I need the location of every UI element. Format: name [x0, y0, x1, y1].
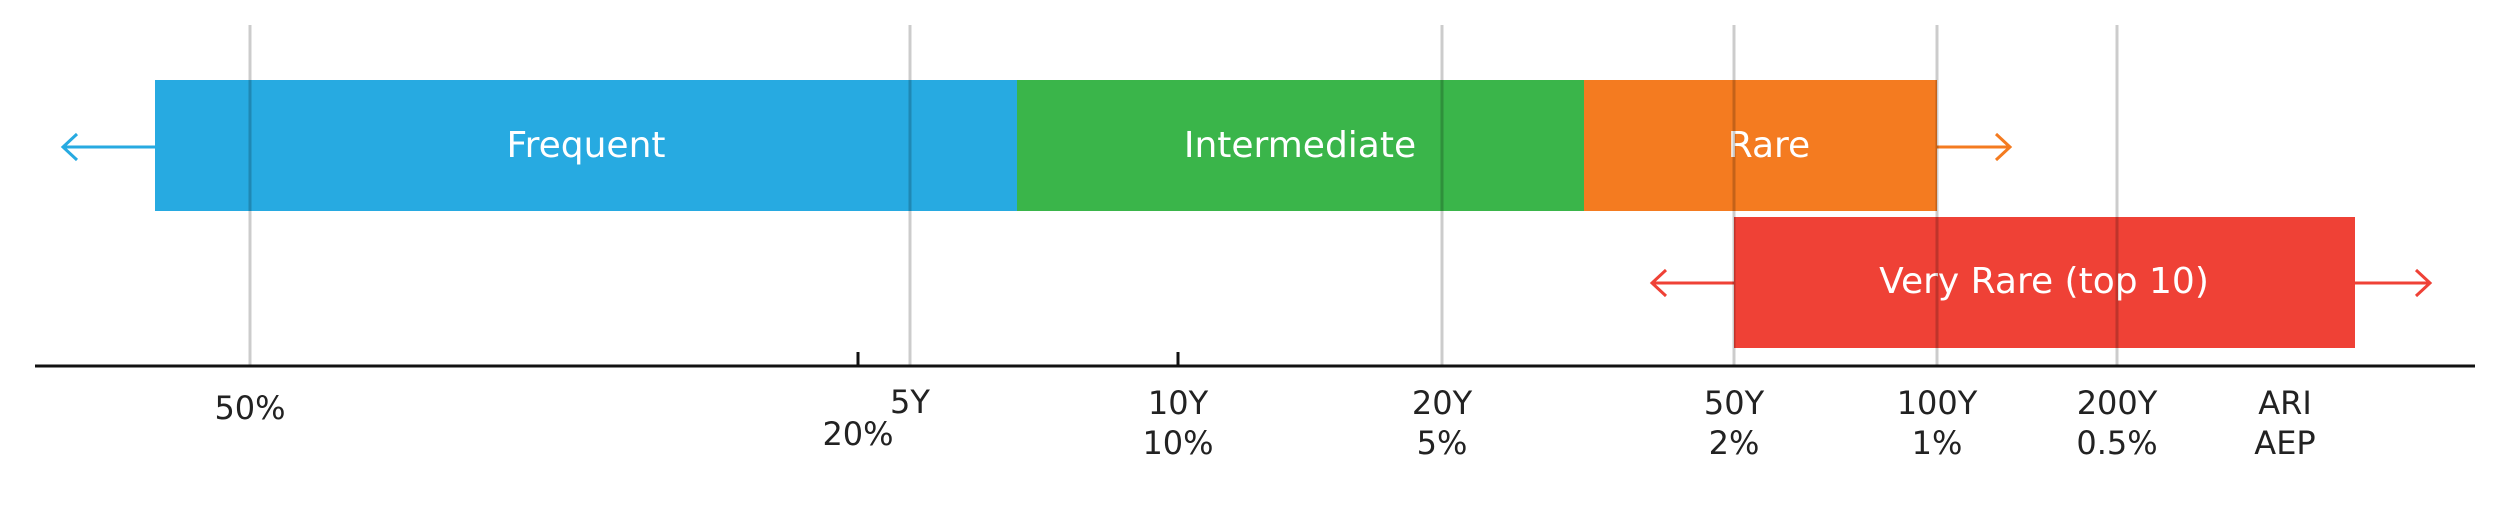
very-rare-left-arrow-head	[1649, 268, 1668, 298]
label-ari-20: 20Y	[1412, 384, 1473, 422]
band-intermediate: Intermediate	[1017, 80, 1584, 211]
label-ari-5: 5Y	[890, 383, 930, 421]
axis-labels: 50% 20% 5Y 10Y 10% 20Y 5% 50Y 2% 100Y 1%…	[214, 383, 2315, 462]
very-rare-right-arrow-head	[2414, 268, 2433, 298]
label-aep-2: 2%	[1709, 424, 1760, 462]
legend-ari: ARI	[2258, 384, 2312, 422]
band-intermediate-bar	[1017, 80, 1584, 211]
label-aep-05: 0.5%	[2076, 424, 2157, 462]
band-frequent-bar	[155, 80, 1017, 211]
band-frequent-label: Frequent	[507, 125, 666, 166]
band-frequent: Frequent	[60, 80, 1017, 211]
axis	[35, 352, 2475, 368]
label-aep-1: 1%	[1912, 424, 1963, 462]
band-very-rare-bar	[1734, 217, 2355, 348]
rare-right-arrow-head	[1994, 132, 2013, 162]
label-ari-100: 100Y	[1897, 384, 1978, 422]
band-very-rare: Very Rare (top 10)	[1649, 217, 2433, 348]
frequent-left-arrow-head	[60, 132, 79, 162]
label-aep-20: 20%	[822, 415, 893, 453]
band-intermediate-label: Intermediate	[1184, 125, 1416, 166]
band-rare: Rare	[1584, 80, 2013, 211]
label-aep-5: 5%	[1417, 424, 1468, 462]
band-very-rare-label: Very Rare (top 10)	[1879, 261, 2209, 302]
legend-aep: AEP	[2254, 424, 2315, 462]
label-aep-10: 10%	[1142, 424, 1213, 462]
label-ari-50: 50Y	[1704, 384, 1765, 422]
label-aep-50: 50%	[214, 389, 285, 427]
gridlines	[248, 25, 2119, 366]
band-rare-label: Rare	[1728, 125, 1810, 166]
band-rare-bar	[1584, 80, 1937, 211]
label-ari-10: 10Y	[1148, 384, 1209, 422]
label-ari-200: 200Y	[2077, 384, 2158, 422]
